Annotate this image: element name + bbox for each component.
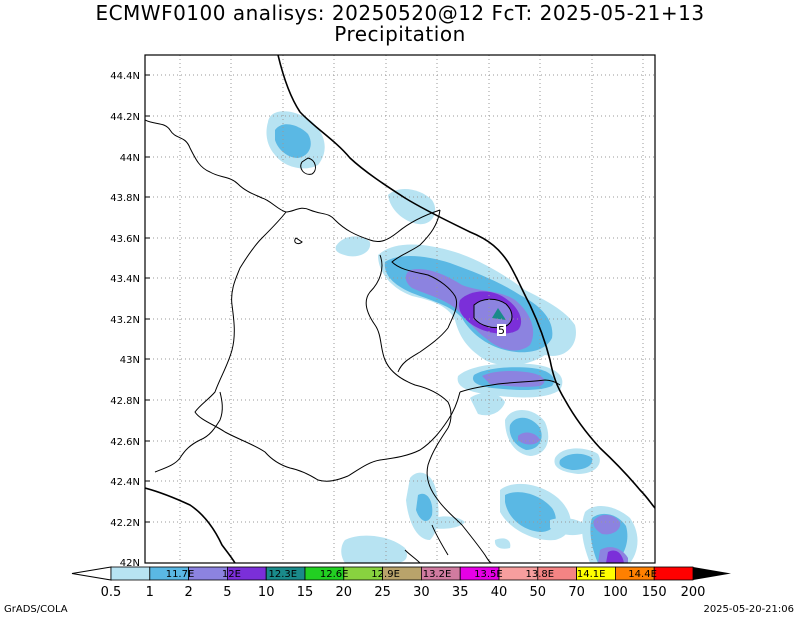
lat-labels: 44.4N 44.2N 44N 43.8N 43.6N 43.4N 43.2N …	[110, 71, 140, 569]
lat-label: 43.6N	[110, 234, 140, 245]
colorbar-tick-label: 20	[336, 585, 353, 600]
colorbar-tick-label: 100	[603, 585, 628, 600]
lat-label: 43.4N	[110, 274, 140, 285]
lon-label: 12.3E	[269, 569, 298, 580]
colorbar-tick-label: 0.5	[101, 585, 122, 600]
map-gridlines	[145, 55, 655, 563]
colorbar-tick-label: 5	[223, 585, 231, 600]
lat-label: 42N	[120, 558, 140, 569]
colorbar-arrow-left	[71, 566, 112, 581]
colorbar: 11.7E 12E 12.3E 12.6E 12.9E 13.2E 13.5E 13.8E 14…	[71, 566, 731, 600]
colorbar-tick-label: 35	[452, 585, 469, 600]
colorbar-tick-label: 10	[258, 585, 275, 600]
coast-and-borders	[145, 55, 655, 563]
colorbar-box	[653, 566, 694, 581]
lat-label: 42.2N	[110, 518, 140, 529]
lat-label: 42.4N	[110, 477, 140, 488]
colorbar-tick-label: 2	[184, 585, 192, 600]
lon-label: 12.6E	[320, 569, 349, 580]
lat-label: 42.8N	[110, 396, 140, 407]
lat-label: 43N	[120, 355, 140, 366]
lon-label: 13.5E	[474, 569, 503, 580]
lon-label: 12E	[222, 569, 241, 580]
precipitation-field	[266, 111, 638, 563]
colorbar-tick-label: 40	[491, 585, 508, 600]
lat-tick-marks	[145, 74, 150, 523]
map-subtitle: Precipitation	[334, 22, 466, 46]
colorbar-tick-label: 15	[297, 585, 314, 600]
colorbar-tick-label: 25	[374, 585, 391, 600]
footer-left: GrADS/COLA	[4, 604, 68, 615]
lat-label: 43.8N	[110, 193, 140, 204]
colorbar-tick-label: 200	[681, 585, 706, 600]
colorbar-tick-label: 70	[568, 585, 585, 600]
colorbar-tick-label: 50	[530, 585, 547, 600]
colorbar-box	[110, 566, 151, 581]
lat-label: 44.2N	[110, 112, 140, 123]
lat-label: 43.2N	[110, 315, 140, 326]
contour-label-bg	[497, 324, 506, 336]
lon-label: 14.4E	[628, 569, 657, 580]
lat-label: 42.6N	[110, 437, 140, 448]
contour-label: 5	[498, 324, 505, 337]
lon-label: 14.1E	[577, 569, 606, 580]
lat-label: 44N	[120, 153, 140, 164]
colorbar-tick-label: 30	[413, 585, 430, 600]
map-title: ECMWF0100 analisys: 20250520@12 FcT: 202…	[95, 1, 705, 25]
colorbar-tick-label: 150	[642, 585, 667, 600]
lon-label: 13.8E	[526, 569, 555, 580]
colorbar-arrow-right	[693, 567, 731, 580]
lon-label: 11.7E	[166, 569, 195, 580]
lon-label: 13.2E	[423, 569, 452, 580]
footer-right: 2025-05-20-21:06	[703, 604, 794, 615]
colorbar-tick-label: 1	[146, 585, 154, 600]
lat-label: 44.4N	[110, 71, 140, 82]
lon-label: 12.9E	[371, 569, 400, 580]
map-frame	[144, 54, 656, 564]
